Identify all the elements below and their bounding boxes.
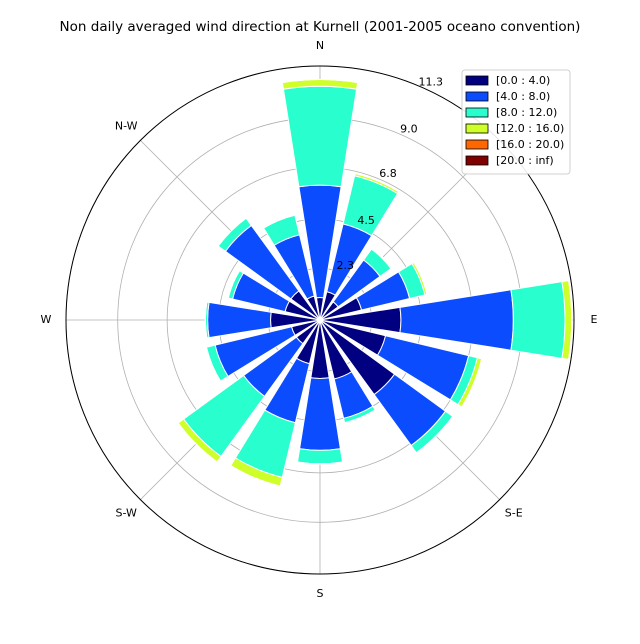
angle-label: E xyxy=(591,313,598,326)
legend-swatch xyxy=(465,75,489,86)
wind-bar-segment xyxy=(355,173,399,193)
wind-bar-segment xyxy=(510,281,566,359)
y-tick-label: 2.3 xyxy=(336,259,354,272)
wind-bar-segment xyxy=(416,416,454,454)
wind-bar-segment xyxy=(413,262,428,295)
legend-swatch xyxy=(465,123,489,134)
angle-label: W xyxy=(41,313,52,326)
legend-swatch xyxy=(465,107,489,118)
wind-bar-segment xyxy=(344,409,376,424)
legend-swatch xyxy=(465,139,489,150)
angle-label: S-E xyxy=(505,507,523,520)
legend-label: [4.0 : 8.0) xyxy=(496,90,550,103)
angle-label: N-W xyxy=(115,119,138,132)
angle-label: S xyxy=(317,587,324,600)
y-tick-label: 9.0 xyxy=(400,122,418,135)
chart-title: Non daily averaged wind direction at Kur… xyxy=(60,19,581,35)
wind-bar-segment xyxy=(297,461,343,465)
y-tick-label: 11.3 xyxy=(418,76,443,89)
polar-frame xyxy=(65,65,575,575)
legend-swatch xyxy=(465,91,489,102)
y-tick-label: 6.8 xyxy=(379,167,397,180)
wind-bar-segment xyxy=(177,422,218,463)
legend-label: [16.0 : 20.0) xyxy=(496,138,564,151)
legend-label: [0.0 : 4.0) xyxy=(496,74,550,87)
legend: [0.0 : 4.0) [4.0 : 8.0) [8.0 : 12.0) [12.0 … xyxy=(461,69,571,175)
legend-swatch xyxy=(465,155,489,166)
legend-label: [8.0 : 12.0) xyxy=(496,106,557,119)
wind-bar-segment xyxy=(296,448,344,465)
legend-label: [20.0 : inf) xyxy=(496,154,554,167)
wind-bar-segment xyxy=(230,465,281,487)
y-tick-label: 4.5 xyxy=(357,214,375,227)
legend-frame xyxy=(461,69,571,175)
angle-label: N xyxy=(316,39,324,52)
legend-label: [12.0 : 16.0) xyxy=(496,122,564,135)
angle-label: S-W xyxy=(116,507,138,520)
wind-bar-segment xyxy=(204,301,208,339)
wind-bar-segment xyxy=(461,358,483,408)
